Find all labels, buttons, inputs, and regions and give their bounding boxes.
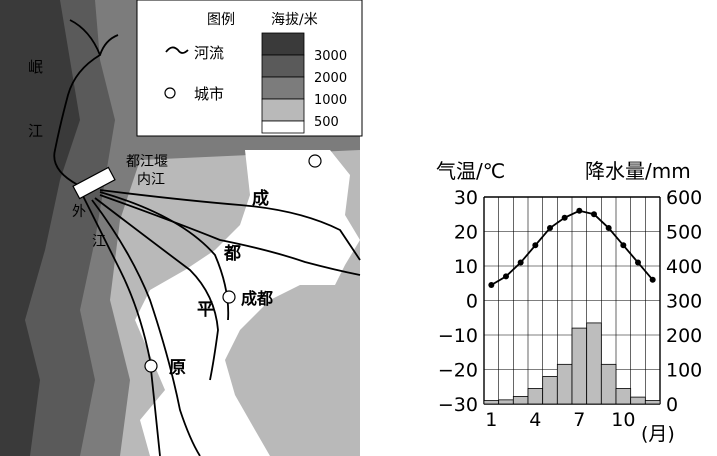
label-plain-du: 都 <box>223 243 241 264</box>
river-branch-4 <box>91 199 201 456</box>
temperature-line <box>488 207 656 288</box>
legend-city-label: 城市 <box>194 85 224 103</box>
precipitation-bar <box>498 399 514 405</box>
temperature-point <box>591 211 597 218</box>
label-waijiang-2: 江 <box>92 234 106 250</box>
right-tick-label: 100 <box>666 360 702 382</box>
swatch-1000 <box>261 76 305 100</box>
minjiang-tributary <box>99 34 119 56</box>
elevation-level-2000: 2000 <box>314 71 347 86</box>
right-tick-label: 600 <box>666 187 702 209</box>
x-tick-label: 10 <box>611 409 635 431</box>
precipitation-bars <box>483 322 661 405</box>
temperature-curve <box>490 209 654 286</box>
label-dujiangyan: 都江堰 <box>126 154 168 170</box>
swatch-plain <box>261 120 305 134</box>
right-tick-label: 200 <box>666 325 702 347</box>
elevation-level-3000: 3000 <box>314 49 347 64</box>
elevation-level-1000: 1000 <box>314 93 347 108</box>
temperature-point <box>547 225 553 232</box>
left-tick-label: −10 <box>438 325 478 347</box>
precipitation-bar <box>586 322 602 405</box>
precipitation-bar <box>615 388 632 405</box>
temperature-point <box>576 207 583 214</box>
x-tick-label: 1 <box>485 409 497 431</box>
swatch-2000 <box>261 54 305 78</box>
chengdu-plain-map: 图例 海拔/米 河流 城市 3000 2000 1000 500 <box>0 0 363 456</box>
terrain-plain <box>135 150 360 456</box>
map-legend: 图例 海拔/米 河流 城市 3000 2000 1000 500 <box>136 0 363 137</box>
precipitation-bar <box>644 400 661 405</box>
label-waijiang-1: 外 <box>72 204 86 220</box>
precipitation-bar <box>571 327 588 405</box>
city-marker-chengdu <box>222 290 236 304</box>
temperature-point <box>517 259 524 266</box>
x-tick-label: 7 <box>573 409 585 431</box>
swatch-500 <box>261 98 305 122</box>
temperature-point <box>620 242 627 249</box>
left-tick-label: −20 <box>438 360 478 382</box>
temperature-point <box>635 259 641 266</box>
swatch-3000 <box>261 32 305 56</box>
right-axis-label: 降水量/mm <box>585 159 691 183</box>
right-tick-label: 400 <box>666 256 702 278</box>
temperature-point <box>503 273 509 280</box>
city-marker-northeast <box>308 154 322 168</box>
precipitation-bar <box>556 363 573 405</box>
left-tick-label: −30 <box>438 394 478 416</box>
x-tick-label: 4 <box>529 409 541 431</box>
temperature-point <box>605 225 612 232</box>
left-tick-label: 20 <box>454 222 478 244</box>
legend-river-label: 河流 <box>194 44 224 62</box>
river-branch-2 <box>99 194 361 276</box>
right-tick-label: 300 <box>666 291 702 313</box>
river-symbol-icon <box>165 46 189 54</box>
elevation-level-500: 500 <box>314 115 339 130</box>
precipitation-bar <box>630 396 646 405</box>
temperature-point <box>532 242 539 249</box>
city-marker-south <box>144 359 158 373</box>
dujiangyan-weir <box>72 166 116 200</box>
label-plain-cheng: 成 <box>252 188 269 209</box>
river-branch-1 <box>99 189 361 261</box>
right-tick-label: 0 <box>666 394 678 416</box>
left-tick-label: 0 <box>466 291 478 313</box>
label-minjiang-2: 江 <box>28 122 43 140</box>
label-plain-ping: 平 <box>197 300 214 320</box>
precipitation-bar <box>527 388 544 405</box>
left-axis-label: 气温/℃ <box>436 159 505 183</box>
waijiang-river <box>79 189 161 456</box>
temperature-point <box>649 276 656 283</box>
minjiang-river <box>53 19 102 186</box>
river-branch-3 <box>94 197 219 381</box>
label-city-chengdu: 成都 <box>241 289 273 308</box>
label-plain-yuan: 原 <box>169 358 186 378</box>
legend-elevation-title: 海拔/米 <box>271 12 318 28</box>
label-minjiang-1: 岷 <box>28 58 43 76</box>
right-tick-label: 500 <box>666 222 702 244</box>
left-tick-label: 10 <box>454 256 478 278</box>
label-neijiang: 内江 <box>137 172 165 188</box>
temperature-point <box>561 214 568 221</box>
precipitation-bar <box>483 400 500 405</box>
precipitation-bar <box>542 375 558 405</box>
city-symbol-icon <box>164 87 176 99</box>
left-tick-label: 30 <box>454 187 478 209</box>
x-axis-unit: (月) <box>641 423 675 445</box>
climate-chart: 气温/℃ 降水量/mm 3020100−10−20−30600500400300… <box>436 159 702 445</box>
legend-title: 图例 <box>207 12 235 28</box>
precipitation-bar <box>512 396 529 405</box>
precipitation-bar <box>600 363 617 405</box>
temperature-point <box>488 281 495 288</box>
